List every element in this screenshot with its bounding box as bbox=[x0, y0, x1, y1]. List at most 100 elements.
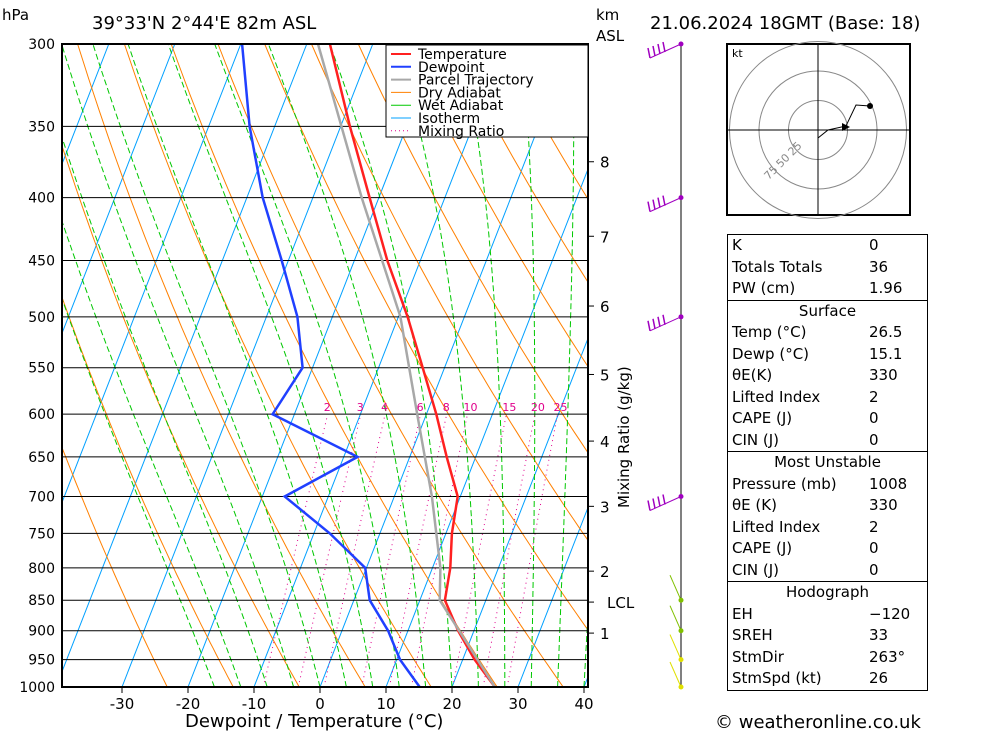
x-axis-label: Dewpoint / Temperature (°C) bbox=[185, 711, 443, 732]
temp-tick-label: -10 bbox=[242, 695, 267, 713]
dry-adiabat-line bbox=[404, 44, 588, 368]
dry-adiabat-line bbox=[920, 44, 1000, 687]
label: θE(K) bbox=[732, 366, 773, 384]
mixing-ratio-label: 15 bbox=[502, 401, 516, 414]
label: Lifted Index bbox=[732, 517, 821, 536]
pressure-tick-label: 300 bbox=[28, 37, 55, 53]
label: StmDir bbox=[732, 647, 784, 666]
wet-adiabat-line bbox=[329, 44, 453, 687]
km-tick-label: LCL bbox=[607, 594, 635, 612]
temp-tick-label: -20 bbox=[176, 695, 201, 713]
dry-adiabat-line bbox=[77, 44, 366, 687]
wind-barb bbox=[647, 201, 651, 212]
value: 15.1 bbox=[869, 344, 903, 363]
isotherm-line bbox=[62, 44, 242, 504]
wind-barb bbox=[657, 197, 661, 208]
mixing-ratio-label: 10 bbox=[463, 401, 477, 414]
km-tick-label: 1 bbox=[600, 625, 610, 643]
temp-tick-label: 0 bbox=[315, 695, 325, 713]
mixing-ratio-line bbox=[482, 414, 536, 687]
mixing-ratio-label: 8 bbox=[443, 401, 450, 414]
hodograph-point bbox=[867, 103, 873, 109]
mu-row: CAPE (J) 0 bbox=[728, 538, 927, 560]
label: Totals Totals bbox=[732, 257, 823, 276]
mixing-ratio-label: 4 bbox=[381, 401, 388, 414]
wet-adiabat-line bbox=[62, 44, 295, 687]
wet-adiabat-line bbox=[62, 135, 268, 687]
datetime: 21.06.2024 18GMT (Base: 18) bbox=[650, 13, 920, 34]
parcel-trajectory-line bbox=[316, 44, 496, 687]
legend-entry: Mixing Ratio bbox=[418, 124, 504, 140]
wind-barb bbox=[652, 45, 656, 57]
wind-barb bbox=[662, 314, 666, 325]
wind-barb-staff bbox=[649, 43, 682, 59]
wind-barb-staff bbox=[669, 605, 682, 631]
value: 0 bbox=[869, 539, 879, 557]
value: 0 bbox=[869, 430, 879, 449]
hodo-row: SREH 33 bbox=[728, 625, 927, 647]
wind-barb bbox=[652, 199, 656, 210]
section-title: Hodograph bbox=[785, 583, 870, 601]
dry-adiabat-line bbox=[451, 44, 588, 284]
mixing-ratio-line bbox=[361, 414, 422, 687]
mu-row: CIN (J) 0 bbox=[728, 560, 927, 582]
dewpoint-line bbox=[240, 44, 421, 687]
hodo-row: StmSpd (kt) 26 bbox=[728, 668, 927, 690]
value: 26.5 bbox=[869, 323, 903, 341]
temp-tick-label: 20 bbox=[442, 695, 461, 713]
copyright: © weatheronline.co.uk bbox=[715, 712, 921, 733]
wind-barb bbox=[647, 500, 651, 511]
wind-barb-staff bbox=[649, 197, 682, 213]
km-label: km bbox=[596, 6, 619, 24]
wind-barb-staff bbox=[649, 496, 682, 511]
pressure-tick-label: 800 bbox=[28, 561, 55, 577]
label: θE (K) bbox=[732, 496, 777, 514]
km-tick-label: 8 bbox=[600, 154, 610, 172]
label: CIN (J) bbox=[732, 560, 780, 579]
legend-entry: Parcel Trajectory bbox=[418, 73, 534, 89]
surface-row: Lifted Index 2 bbox=[728, 387, 927, 409]
wind-barb bbox=[662, 195, 666, 206]
location-title: 39°33'N 2°44'E 82m ASL bbox=[92, 13, 316, 34]
wind-barb bbox=[657, 316, 661, 327]
temp-tick-label: 40 bbox=[574, 695, 593, 713]
hodograph-section: Hodograph EH −120 SREH 33 StmDir 263° StmSp… bbox=[728, 581, 927, 690]
wind-barb bbox=[662, 41, 666, 53]
km-tick-label: 6 bbox=[600, 298, 610, 316]
wet-adiabat-line bbox=[167, 44, 374, 687]
pressure-tick-label: 900 bbox=[28, 624, 55, 640]
mixing-ratio-label: 2 bbox=[324, 401, 331, 414]
value: 1.96 bbox=[869, 279, 903, 297]
surface-section: Surface Temp (°C) 26.5 Dewp (°C) 15.1 θE(K… bbox=[728, 299, 927, 452]
wet-adiabat-line bbox=[92, 44, 321, 687]
pressure-tick-label: 450 bbox=[28, 254, 55, 270]
index-row: PW (cm) 1.96 bbox=[728, 278, 927, 300]
dry-adiabat-line bbox=[170, 44, 498, 687]
pressure-tick-label: 750 bbox=[28, 526, 55, 542]
value: 26 bbox=[869, 669, 889, 687]
label: StmSpd (kt) bbox=[732, 669, 822, 687]
legend-entry: Dewpoint bbox=[418, 60, 485, 76]
isotherm-line bbox=[62, 44, 308, 673]
pressure-tick-label: 400 bbox=[28, 191, 55, 207]
mixing-ratio-line bbox=[452, 414, 507, 687]
label: Temp (°C) bbox=[732, 323, 807, 341]
label: CIN (J) bbox=[732, 430, 780, 449]
surface-row: Dewp (°C) 15.1 bbox=[728, 344, 927, 366]
wind-barb bbox=[662, 494, 666, 505]
value: 0 bbox=[869, 560, 879, 579]
value: −120 bbox=[869, 604, 911, 623]
label: SREH bbox=[732, 626, 773, 644]
wind-barb-staff bbox=[669, 575, 682, 601]
value: 0 bbox=[869, 409, 879, 427]
value: 1008 bbox=[869, 474, 908, 493]
wet-adiabat-line bbox=[267, 44, 427, 687]
isotherm-line bbox=[451, 336, 588, 687]
mixing-ratio-label: 25 bbox=[554, 401, 568, 414]
legend-entry: Dry Adiabat bbox=[418, 85, 501, 101]
wind-barb bbox=[657, 43, 661, 55]
